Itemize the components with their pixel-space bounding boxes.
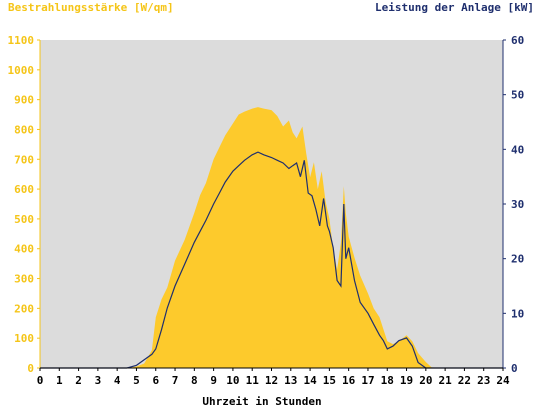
axes-layer: 0100200300400500600700800900100011000102… xyxy=(8,34,525,387)
y-left-tick-label: 200 xyxy=(14,302,34,315)
series-layer xyxy=(40,107,503,369)
x-tick-label: 12 xyxy=(265,374,278,387)
y-left-tick-label: 600 xyxy=(14,183,34,196)
x-tick-label: 16 xyxy=(342,374,356,387)
x-tick-label: 11 xyxy=(246,374,260,387)
x-tick-label: 18 xyxy=(381,374,394,387)
y-left-tick-label: 800 xyxy=(14,123,34,136)
x-tick-label: 10 xyxy=(226,374,239,387)
y-right-tick-label: 20 xyxy=(511,253,524,266)
y-left-tick-label: 400 xyxy=(14,243,34,256)
y-left-tick-label: 700 xyxy=(14,153,34,166)
series-power-line xyxy=(40,151,503,369)
x-tick-label: 17 xyxy=(361,374,374,387)
series-irradiance-area xyxy=(40,107,503,368)
y-right-tick-label: 50 xyxy=(511,89,524,102)
y-left-tick-label: 100 xyxy=(14,332,34,345)
x-tick-label: 21 xyxy=(439,374,453,387)
x-tick-label: 9 xyxy=(210,374,217,387)
x-tick-label: 6 xyxy=(152,374,159,387)
x-tick-label: 15 xyxy=(323,374,336,387)
y-left-tick-label: 1000 xyxy=(8,64,35,77)
x-tick-label: 5 xyxy=(133,374,140,387)
x-tick-label: 19 xyxy=(400,374,413,387)
x-tick-label: 22 xyxy=(458,374,471,387)
y-right-tick-label: 30 xyxy=(511,198,524,211)
x-axis-title: Uhrzeit in Stunden xyxy=(202,395,321,408)
right-axis-title: Leistung der Anlage [kW] xyxy=(375,1,534,14)
x-tick-label: 20 xyxy=(419,374,432,387)
x-tick-label: 14 xyxy=(303,374,317,387)
y-left-tick-label: 300 xyxy=(14,273,34,286)
x-tick-label: 4 xyxy=(114,374,121,387)
x-tick-label: 7 xyxy=(172,374,179,387)
x-tick-label: 8 xyxy=(191,374,198,387)
x-tick-label: 13 xyxy=(284,374,297,387)
y-right-tick-label: 60 xyxy=(511,34,524,47)
x-tick-label: 1 xyxy=(56,374,63,387)
y-left-tick-label: 900 xyxy=(14,94,34,107)
x-tick-label: 0 xyxy=(37,374,44,387)
left-axis-title: Bestrahlungsstärke [W/qm] xyxy=(8,1,174,14)
y-right-tick-label: 40 xyxy=(511,143,524,156)
x-tick-label: 3 xyxy=(95,374,102,387)
y-right-tick-label: 0 xyxy=(511,362,518,375)
y-left-tick-label: 0 xyxy=(27,362,34,375)
x-tick-label: 23 xyxy=(477,374,490,387)
y-right-tick-label: 10 xyxy=(511,307,524,320)
x-tick-label: 2 xyxy=(75,374,82,387)
y-left-tick-label: 500 xyxy=(14,213,34,226)
y-left-tick-label: 1100 xyxy=(8,34,35,47)
x-tick-label: 24 xyxy=(496,374,510,387)
